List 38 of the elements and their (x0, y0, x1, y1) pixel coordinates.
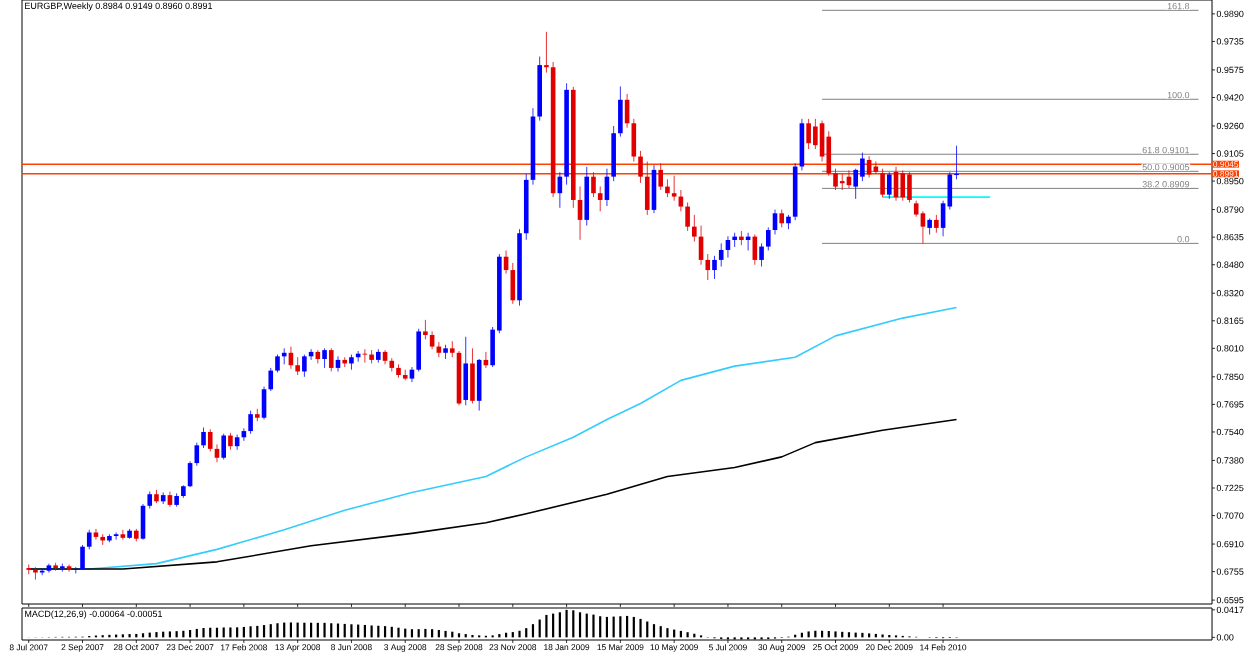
candlestick (806, 118, 811, 150)
candlestick (618, 86, 623, 138)
candlestick (712, 255, 717, 280)
candlestick (813, 118, 818, 150)
candlestick (866, 155, 872, 178)
candlestick (362, 348, 368, 363)
candlestick (638, 150, 643, 184)
candlestick (839, 173, 845, 191)
candlestick (718, 242, 724, 267)
candlestick (671, 175, 677, 202)
candlestick (860, 152, 865, 182)
candlestick (658, 162, 664, 191)
candlestick (80, 544, 85, 571)
candlestick (920, 210, 926, 244)
candlestick (281, 347, 287, 365)
candlestick (880, 168, 885, 198)
candlestick (907, 171, 912, 203)
candlestick (644, 161, 650, 216)
candlestick (900, 170, 906, 202)
candlestick (328, 347, 334, 372)
candlestick (33, 566, 38, 581)
line-series (27, 418, 958, 570)
candlestick (739, 230, 744, 246)
candlestick (302, 354, 307, 378)
candlestick (759, 242, 764, 267)
candlestick (597, 186, 603, 212)
candlestick (93, 528, 99, 540)
candlestick (591, 171, 596, 198)
candlestick (886, 171, 892, 200)
candlestick (470, 347, 475, 404)
candlestick (463, 336, 469, 406)
candlestick (833, 168, 838, 191)
candlestick (584, 166, 590, 226)
candlestick (248, 410, 253, 435)
candlestick (201, 427, 206, 449)
candlestick (221, 433, 226, 460)
candlestick (86, 529, 92, 550)
candlestick (322, 347, 327, 369)
